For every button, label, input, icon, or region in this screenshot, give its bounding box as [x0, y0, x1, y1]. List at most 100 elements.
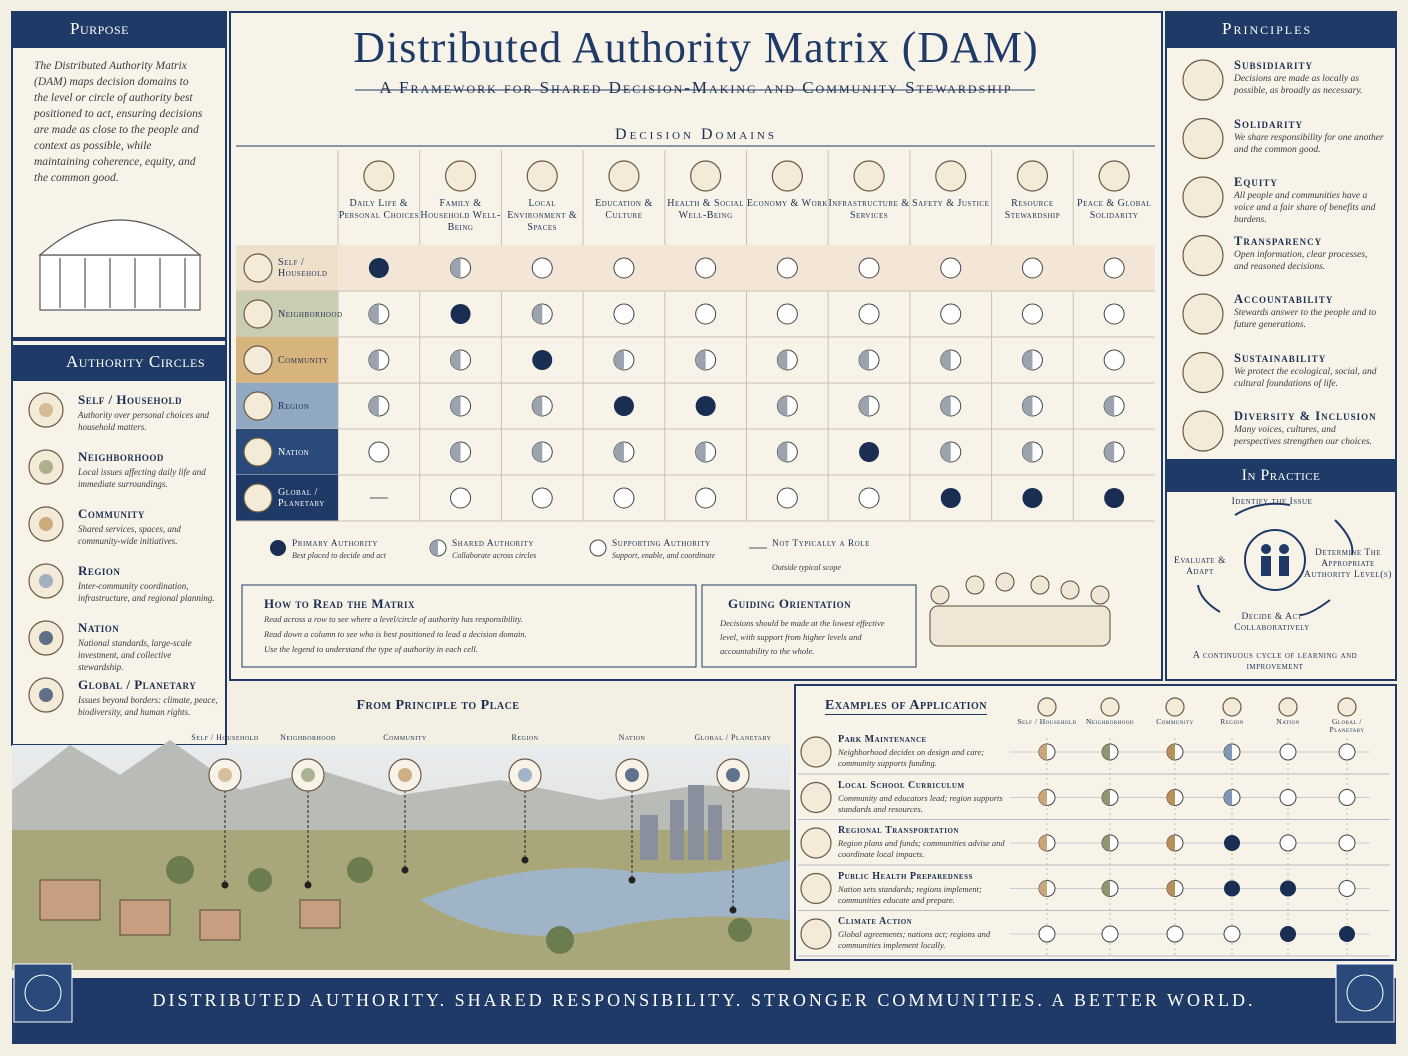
primary-dot — [1104, 488, 1125, 508]
authority-symbol — [1279, 743, 1297, 761]
authority-symbol — [1223, 743, 1241, 761]
example-col: Neighborhood — [1085, 717, 1135, 726]
principle-name: Solidarity — [1234, 116, 1303, 131]
principle-name: Subsidiarity — [1234, 58, 1313, 72]
authority-symbol — [368, 441, 390, 463]
half — [859, 396, 870, 416]
primary-dot — [1339, 926, 1355, 942]
ring — [589, 539, 607, 557]
authority-symbol — [1280, 926, 1296, 942]
primary-dot — [270, 540, 286, 556]
legend-label: Shared Authority — [452, 539, 534, 549]
circle-name: Community — [78, 506, 145, 521]
principle-desc: Many voices, cultures, and perspectives … — [1234, 425, 1372, 447]
half — [1039, 744, 1047, 760]
pin-dot — [221, 881, 229, 889]
authority-symbol — [531, 441, 553, 463]
half — [1022, 350, 1033, 370]
icon — [363, 160, 395, 192]
place-label: Nation — [618, 733, 646, 742]
practice-step: Evaluate & Adapt — [1174, 556, 1226, 577]
icon-core — [39, 574, 53, 588]
half — [859, 350, 870, 370]
half — [1102, 789, 1110, 806]
example-name: Local School Curriculum — [838, 779, 965, 791]
icon-core — [39, 403, 53, 417]
half — [532, 442, 543, 462]
authority-symbol — [776, 441, 798, 463]
icon — [800, 781, 832, 814]
authority-symbol — [940, 303, 962, 325]
half — [532, 396, 543, 416]
pin-core — [625, 768, 639, 782]
icon — [1182, 59, 1224, 101]
authority-symbol — [1022, 488, 1043, 508]
authority-symbol — [1166, 880, 1184, 897]
authority-symbol — [1103, 441, 1125, 463]
ring — [695, 303, 717, 325]
primary-dot — [613, 396, 634, 416]
ring — [1279, 834, 1297, 852]
ring — [368, 441, 390, 463]
example-col: Self / Household — [1017, 717, 1077, 726]
place-label: Community — [383, 733, 427, 742]
authority-symbol — [695, 303, 717, 325]
circle-desc: Issues beyond borders: climate, peace, b… — [78, 695, 218, 717]
primary-dot — [1224, 835, 1240, 851]
guiding-text: Decisions should be made at the lowest e… — [720, 618, 885, 656]
pin-dot — [729, 906, 737, 914]
half — [777, 396, 788, 416]
example-name: Climate Action — [838, 916, 913, 927]
authority-symbol — [613, 396, 634, 416]
row-label: Region — [278, 400, 310, 412]
howto-heading: How to Read the Matrix — [264, 596, 415, 611]
ring — [1103, 257, 1125, 279]
authority-symbol — [531, 303, 553, 325]
ring — [940, 257, 962, 279]
primary-dot — [1022, 488, 1043, 508]
half — [940, 396, 951, 416]
authority-symbol — [368, 395, 390, 417]
pin-dot — [628, 876, 636, 884]
circle-desc: National standards, large-scale investme… — [78, 638, 192, 672]
authority-symbol — [1279, 789, 1297, 806]
circle-desc: Shared services, spaces, and community-w… — [78, 524, 181, 546]
primary-dot — [940, 488, 961, 508]
legend-note: Support, enable, and coordinate — [612, 551, 716, 560]
circle-name: Region — [78, 563, 121, 578]
ring — [695, 257, 717, 279]
half — [450, 350, 461, 370]
howto-line: Read down a column to see who is best po… — [264, 629, 527, 639]
ring — [1338, 834, 1356, 852]
icon — [1222, 697, 1242, 717]
authority-symbol — [1021, 257, 1043, 279]
icon — [935, 160, 967, 192]
authority-symbol — [1038, 789, 1056, 806]
ring — [1103, 349, 1125, 371]
authority-symbol — [1223, 925, 1241, 943]
authority-symbol — [940, 257, 962, 279]
authority-symbol — [695, 396, 716, 416]
icon — [800, 736, 832, 768]
legend-label: Primary Authority — [292, 539, 378, 549]
circle-name: Nation — [78, 620, 120, 635]
footer-text: Distributed Authority. Shared Responsibi… — [152, 990, 1256, 1010]
authority-symbol — [1101, 925, 1119, 943]
place-label: Neighborhood — [280, 733, 336, 742]
authority-symbol — [270, 540, 286, 556]
icon — [1182, 117, 1224, 160]
half — [532, 304, 543, 324]
half — [1104, 396, 1115, 416]
example-col: Region — [1220, 717, 1244, 726]
principle-name: Transparency — [1234, 233, 1323, 248]
authority-symbol — [1103, 257, 1125, 279]
legend-note: Outside typical scope — [772, 563, 841, 572]
icon — [800, 872, 832, 905]
authority-symbol — [858, 303, 880, 325]
authority-symbol — [1038, 834, 1056, 852]
row-label: Self / Household — [278, 257, 328, 279]
authority-symbol — [858, 395, 880, 417]
primary-dot — [450, 304, 471, 324]
icon — [1182, 351, 1224, 394]
authority-symbol — [776, 257, 798, 279]
